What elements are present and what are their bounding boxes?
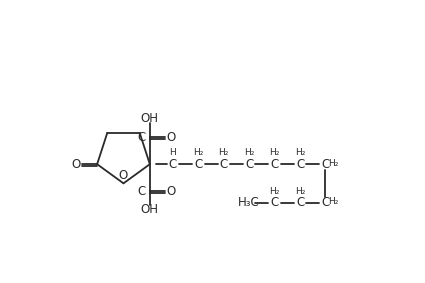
Text: H₂: H₂ [295, 187, 305, 196]
Text: H₂: H₂ [269, 187, 280, 196]
Text: O: O [119, 169, 128, 182]
Text: C: C [296, 196, 304, 209]
Text: OH: OH [141, 112, 159, 125]
Text: C: C [270, 158, 279, 171]
Text: H₂: H₂ [295, 148, 305, 157]
Text: C: C [138, 185, 146, 198]
Text: H₂: H₂ [329, 197, 339, 206]
Text: C: C [245, 158, 253, 171]
Text: H₂: H₂ [244, 148, 255, 157]
Text: H₂: H₂ [218, 148, 229, 157]
Text: C: C [138, 131, 146, 144]
Text: O: O [167, 131, 176, 144]
Text: H: H [170, 148, 176, 157]
Text: C: C [321, 196, 329, 209]
Text: H₃C: H₃C [238, 196, 260, 209]
Text: C: C [169, 158, 177, 171]
Text: H₂: H₂ [269, 148, 280, 157]
Text: C: C [220, 158, 228, 171]
Text: C: C [194, 158, 202, 171]
Text: C: C [296, 158, 304, 171]
Text: O: O [71, 158, 80, 171]
Text: OH: OH [141, 203, 159, 216]
Text: C: C [321, 158, 329, 171]
Text: O: O [167, 185, 176, 198]
Text: H₂: H₂ [193, 148, 204, 157]
Text: C: C [270, 196, 279, 209]
Text: H₂: H₂ [329, 159, 339, 168]
